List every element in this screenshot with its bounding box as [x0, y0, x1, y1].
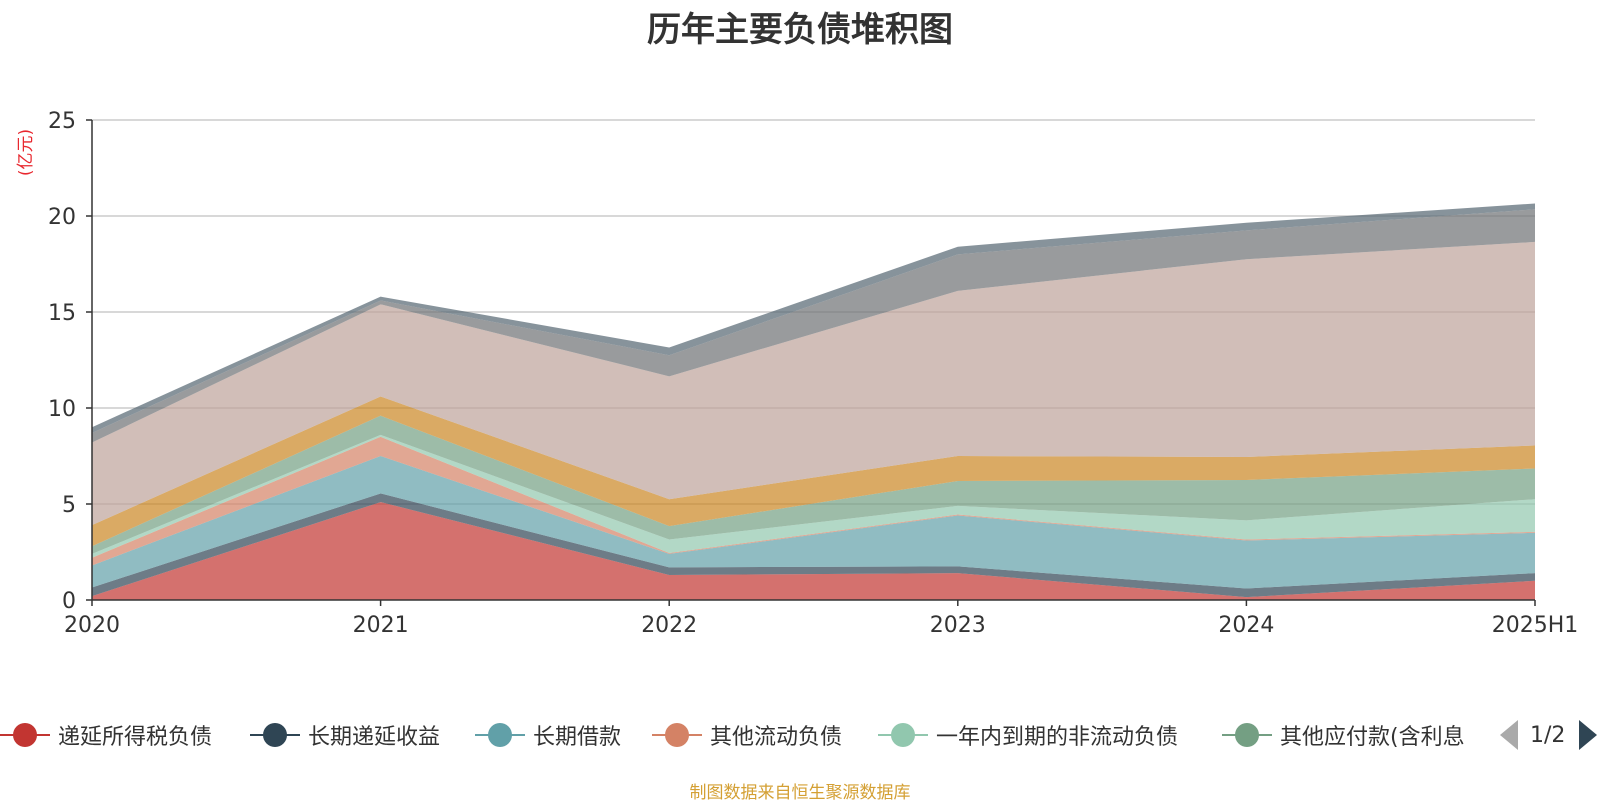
- legend-item[interactable]: 其他流动负债: [652, 715, 842, 755]
- area-series-6: [92, 396, 1535, 547]
- legend-item[interactable]: 长期递延收益: [250, 715, 440, 755]
- x-tick-label: 2022: [641, 613, 697, 638]
- x-tick-label: 2023: [930, 613, 986, 638]
- legend-item[interactable]: 其他应付款(含利息: [1222, 715, 1465, 755]
- chart-title: 历年主要负债堆积图: [647, 10, 953, 50]
- area-series-3: [92, 436, 1535, 566]
- x-tick-label: 2020: [64, 613, 120, 638]
- legend-label: 其他流动负债: [710, 725, 843, 750]
- tick-labels: 0 5 10 15 20 25 2020 2021 2022 2023 2024 2025H1: [48, 109, 1578, 638]
- legend-item[interactable]: 一年内到期的非流动负债: [878, 715, 1178, 755]
- area-series-1: [92, 493, 1535, 598]
- legend: 递延所得税负债 长期递延收益 长期借款 其他流动负债 一年内到期的非流动负债 其他应付款(…: [0, 715, 1600, 755]
- area-series-0: [92, 502, 1535, 600]
- circle-line-icon: [652, 723, 702, 747]
- legend-label: 递延所得税负债: [58, 725, 213, 750]
- x-tick-label: 2025H1: [1492, 613, 1579, 638]
- next-page-icon[interactable]: [1579, 720, 1598, 750]
- legend-item[interactable]: 递延所得税负债: [0, 715, 212, 755]
- page-indicator: 1/2: [1530, 722, 1566, 748]
- y-axis-label-wrap: (亿元): [14, 120, 50, 180]
- area-series-7: [92, 241, 1535, 526]
- legend-label: 长期借款: [533, 725, 622, 750]
- circle-line-icon: [0, 723, 50, 747]
- x-tick-label: 2024: [1218, 613, 1274, 638]
- legend-label: 一年内到期的非流动负债: [936, 725, 1179, 750]
- circle-line-icon: [250, 723, 300, 747]
- y-tick-label: 10: [48, 397, 76, 422]
- y-tick-label: 15: [48, 301, 76, 326]
- legend-pager: 1/2: [1500, 718, 1598, 752]
- legend-item[interactable]: 长期借款: [475, 715, 621, 755]
- previous-page-icon[interactable]: [1500, 720, 1518, 750]
- x-tick-label: 2021: [353, 613, 409, 638]
- area-series-4: [92, 434, 1535, 558]
- area-series-2: [92, 456, 1535, 589]
- circle-line-icon: [475, 723, 525, 747]
- y-tick-label: 5: [62, 493, 76, 518]
- y-axis-label: (亿元): [16, 128, 37, 177]
- y-tick-label: 0: [62, 589, 76, 614]
- circle-line-icon: [1222, 723, 1272, 747]
- area-series-8: [92, 209, 1535, 443]
- y-tick-label: 25: [48, 109, 76, 134]
- area-series: [92, 203, 1535, 600]
- legend-label: 其他应付款(含利息: [1280, 725, 1465, 750]
- area-series-5: [92, 415, 1535, 554]
- source-note: 制图数据来自恒生聚源数据库: [689, 783, 911, 803]
- axes: [86, 119, 1536, 606]
- legend-label: 长期递延收益: [308, 725, 441, 750]
- y-tick-label: 20: [48, 205, 76, 230]
- circle-line-icon: [878, 723, 928, 747]
